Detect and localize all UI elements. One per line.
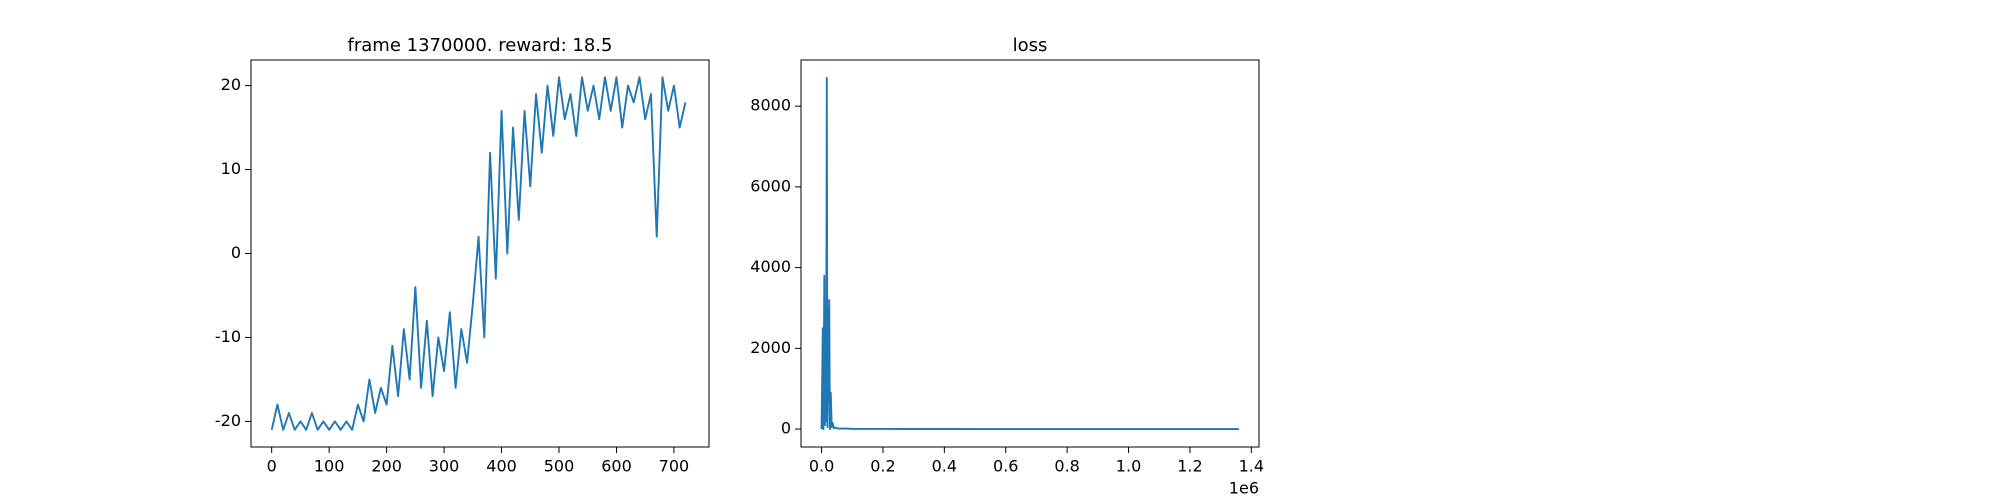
x-tick-label: 200 <box>371 457 402 476</box>
x-tick-label: 1.0 <box>1116 457 1141 476</box>
x-tick-label: 300 <box>429 457 460 476</box>
x-tick-label: 1.4 <box>1239 457 1264 476</box>
x-tick-label: 100 <box>314 457 345 476</box>
y-tick-label: -20 <box>215 411 241 430</box>
x-tick-label: 0.6 <box>993 457 1018 476</box>
y-tick-label: 10 <box>221 159 241 178</box>
y-tick-label: 20 <box>221 75 241 94</box>
chart-title: loss <box>1013 35 1048 56</box>
axes-frame <box>800 59 1260 448</box>
data-line <box>820 76 1240 431</box>
x-tick-label: 0.2 <box>870 457 895 476</box>
x-tick-label: 0.4 <box>932 457 957 476</box>
data-line <box>270 76 687 431</box>
y-tick-label: -10 <box>215 327 241 346</box>
x-tick-label: 500 <box>544 457 575 476</box>
x-tick-label: 600 <box>601 457 632 476</box>
x-tick-label: 0.0 <box>809 457 834 476</box>
x-offset-label: 1e6 <box>1229 479 1259 498</box>
y-tick-label: 0 <box>781 419 791 438</box>
y-tick-label: 8000 <box>750 96 791 115</box>
x-tick-label: 400 <box>486 457 517 476</box>
y-tick-label: 0 <box>231 243 241 262</box>
x-tick-label: 0.8 <box>1054 457 1079 476</box>
y-tick-label: 4000 <box>750 257 791 276</box>
x-tick-label: 0 <box>267 457 277 476</box>
x-tick-label: 700 <box>659 457 690 476</box>
x-tick-label: 1.2 <box>1177 457 1202 476</box>
chart-title: frame 1370000. reward: 18.5 <box>348 35 613 56</box>
y-tick-label: 2000 <box>750 338 791 357</box>
y-tick-label: 6000 <box>750 176 791 195</box>
